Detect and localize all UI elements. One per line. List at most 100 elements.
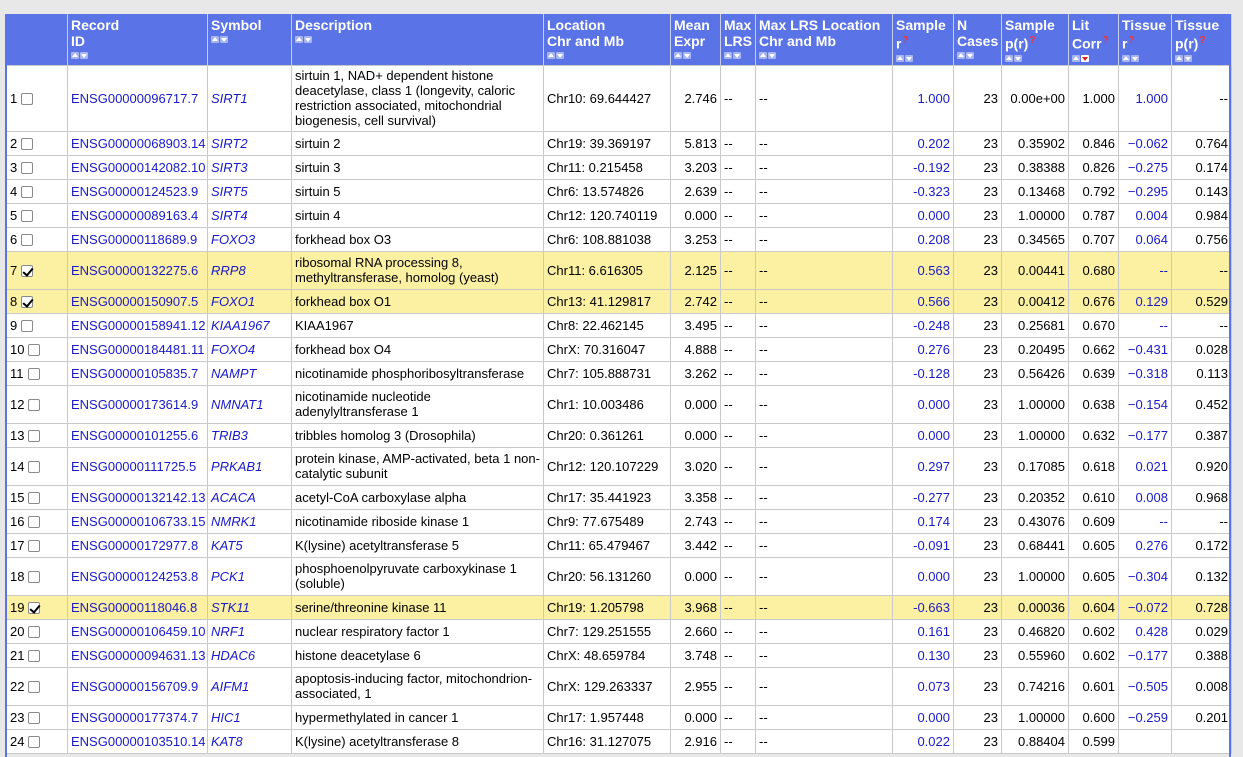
- row-checkbox[interactable]: [21, 295, 34, 308]
- symbol-link[interactable]: NMNAT1: [207, 384, 292, 424]
- row-checkbox[interactable]: [28, 460, 41, 473]
- sample-r-link[interactable]: -0.192: [892, 154, 954, 180]
- tissue-r-link[interactable]: −0.431: [1118, 336, 1172, 362]
- record-id-link[interactable]: ENSG00000142082.10: [67, 154, 208, 180]
- symbol-link[interactable]: STK11: [207, 594, 292, 620]
- sample-r-link[interactable]: -0.663: [892, 594, 954, 620]
- sample-r-link[interactable]: 0.297: [892, 446, 954, 486]
- sort-descending-icon[interactable]: [1184, 54, 1192, 62]
- sort-descending-icon[interactable]: [556, 52, 564, 59]
- symbol-link[interactable]: SIRT5: [207, 178, 292, 204]
- tissue-r-link[interactable]: 0.021: [1118, 446, 1172, 486]
- row-checkbox[interactable]: [28, 680, 41, 693]
- sample-r-link[interactable]: 0.000: [892, 384, 954, 424]
- sample-r-link[interactable]: 0.208: [892, 226, 954, 252]
- symbol-link[interactable]: ACACA: [207, 484, 292, 510]
- sort-descending-icon[interactable]: [304, 36, 312, 43]
- sample-r-link[interactable]: -0.277: [892, 484, 954, 510]
- sort-descending-icon[interactable]: [80, 52, 88, 59]
- tissue-r-link[interactable]: −0.295: [1118, 178, 1172, 204]
- record-id-link[interactable]: ENSG00000068903.14: [67, 130, 208, 156]
- row-checkbox[interactable]: [21, 264, 34, 277]
- record-id-link[interactable]: ENSG00000094631.13: [67, 642, 208, 668]
- tissue-r-link[interactable]: −0.154: [1118, 384, 1172, 424]
- sample-r-link[interactable]: 0.000: [892, 704, 954, 730]
- record-id-link[interactable]: ENSG00000173614.9: [67, 384, 208, 424]
- help-question-icon[interactable]: ?: [1199, 35, 1206, 46]
- tissue-r-link[interactable]: −0.177: [1118, 642, 1172, 668]
- record-id-link[interactable]: ENSG00000132142.13: [67, 484, 208, 510]
- row-checkbox[interactable]: [21, 233, 34, 246]
- row-checkbox[interactable]: [28, 429, 41, 442]
- sort-descending-icon[interactable]: [768, 52, 776, 59]
- tissue-r-link[interactable]: 0.004: [1118, 202, 1172, 228]
- tissue-r-link[interactable]: --: [1118, 250, 1172, 290]
- symbol-link[interactable]: HDAC6: [207, 642, 292, 668]
- symbol-link[interactable]: HIC1: [207, 704, 292, 730]
- record-id-link[interactable]: ENSG00000089163.4: [67, 202, 208, 228]
- sort-descending-icon[interactable]: [683, 52, 691, 59]
- tissue-r-link[interactable]: 0.428: [1118, 618, 1172, 644]
- sort-descending-icon[interactable]: [966, 52, 974, 59]
- tissue-r-link[interactable]: --: [1118, 312, 1172, 338]
- record-id-link[interactable]: ENSG00000118046.8: [67, 594, 208, 620]
- symbol-link[interactable]: KAT8: [207, 728, 292, 754]
- record-id-link[interactable]: ENSG00000106733.15: [67, 508, 208, 534]
- sort-descending-icon[interactable]: [1014, 54, 1022, 62]
- symbol-link[interactable]: SIRT1: [207, 64, 292, 132]
- symbol-link[interactable]: NRF1: [207, 618, 292, 644]
- symbol-link[interactable]: FOXO3: [207, 226, 292, 252]
- symbol-link[interactable]: RRP8: [207, 250, 292, 290]
- symbol-link[interactable]: PCK1: [207, 556, 292, 596]
- symbol-link[interactable]: PRKAB1: [207, 446, 292, 486]
- sort-ascending-icon[interactable]: [957, 52, 965, 59]
- record-id-link[interactable]: ENSG00000101255.6: [67, 422, 208, 448]
- row-checkbox[interactable]: [28, 570, 41, 583]
- symbol-link[interactable]: AIFM1: [207, 666, 292, 706]
- sample-r-link[interactable]: -0.091: [892, 532, 954, 558]
- sort-ascending-icon[interactable]: [1005, 54, 1013, 62]
- record-id-link[interactable]: ENSG00000158941.12: [67, 312, 208, 338]
- row-checkbox[interactable]: [28, 735, 41, 748]
- sample-r-link[interactable]: 0.276: [892, 336, 954, 362]
- sort-descending-icon[interactable]: [1081, 54, 1089, 62]
- sort-ascending-icon[interactable]: [1072, 54, 1080, 62]
- symbol-link[interactable]: SIRT3: [207, 154, 292, 180]
- record-id-link[interactable]: ENSG00000111725.5: [67, 446, 208, 486]
- record-id-link[interactable]: ENSG00000172977.8: [67, 532, 208, 558]
- sample-r-link[interactable]: 0.563: [892, 250, 954, 290]
- sort-ascending-icon[interactable]: [547, 52, 555, 59]
- tissue-r-link[interactable]: 0.008: [1118, 484, 1172, 510]
- row-checkbox[interactable]: [21, 137, 34, 150]
- tissue-r-link[interactable]: 0.129: [1118, 288, 1172, 314]
- help-question-icon[interactable]: ?: [1029, 35, 1036, 46]
- sample-r-link[interactable]: -0.323: [892, 178, 954, 204]
- symbol-link[interactable]: KAT5: [207, 532, 292, 558]
- tissue-r-link[interactable]: −0.072: [1118, 594, 1172, 620]
- sort-ascending-icon[interactable]: [759, 52, 767, 59]
- sort-ascending-icon[interactable]: [1122, 54, 1130, 62]
- record-id-link[interactable]: ENSG00000132275.6: [67, 250, 208, 290]
- tissue-r-link[interactable]: −0.177: [1118, 422, 1172, 448]
- sort-ascending-icon[interactable]: [896, 54, 904, 62]
- symbol-link[interactable]: NAMPT: [207, 360, 292, 386]
- sort-descending-icon[interactable]: [220, 36, 228, 43]
- record-id-link[interactable]: ENSG00000096717.7: [67, 64, 208, 132]
- sample-r-link[interactable]: 0.202: [892, 130, 954, 156]
- row-checkbox[interactable]: [21, 319, 34, 332]
- sort-ascending-icon[interactable]: [295, 36, 303, 43]
- row-checkbox[interactable]: [28, 601, 41, 614]
- row-checkbox[interactable]: [21, 209, 34, 222]
- sample-r-link[interactable]: 0.000: [892, 422, 954, 448]
- help-question-icon[interactable]: ?: [1102, 35, 1109, 46]
- record-id-link[interactable]: ENSG00000156709.9: [67, 666, 208, 706]
- symbol-link[interactable]: SIRT4: [207, 202, 292, 228]
- row-checkbox[interactable]: [28, 491, 41, 504]
- tissue-r-link[interactable]: −0.304: [1118, 556, 1172, 596]
- row-checkbox[interactable]: [28, 711, 41, 724]
- record-id-link[interactable]: ENSG00000150907.5: [67, 288, 208, 314]
- record-id-link[interactable]: ENSG00000118689.9: [67, 226, 208, 252]
- sample-r-link[interactable]: -0.248: [892, 312, 954, 338]
- tissue-r-link[interactable]: 0.064: [1118, 226, 1172, 252]
- sample-r-link[interactable]: -0.128: [892, 360, 954, 386]
